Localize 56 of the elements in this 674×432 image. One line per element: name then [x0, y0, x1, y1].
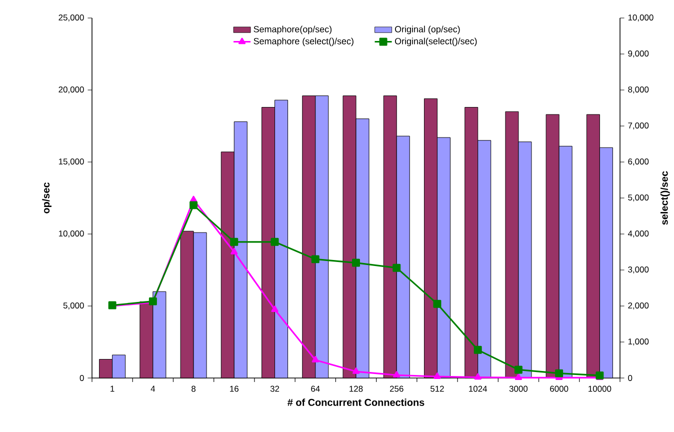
- y2-tick-label: 7,000: [628, 122, 649, 130]
- point: [271, 306, 278, 312]
- x-tick-label: 10000: [588, 386, 612, 392]
- x-tick-label: 8: [192, 386, 196, 392]
- x-tick-label: 6000: [550, 386, 568, 392]
- point: [596, 371, 604, 380]
- x-tick-label: 3000: [509, 386, 528, 392]
- point: [474, 346, 482, 354]
- point: [352, 258, 360, 267]
- y-tick-label: 20,000: [58, 86, 84, 94]
- y-tick-label: 10,000: [58, 230, 84, 238]
- x-tick-label: 4: [150, 386, 156, 392]
- point: [433, 300, 442, 308]
- y2-tick-label: 9,000: [628, 50, 649, 58]
- x-tick-label: 64: [311, 386, 320, 392]
- x-tick-label: 512: [430, 386, 444, 392]
- y-tick-label: 0: [80, 375, 84, 381]
- x-tick-label: 128: [350, 386, 363, 392]
- legend-label: Semaphore (select()/sec): [254, 38, 354, 46]
- point: [352, 368, 360, 374]
- y-tick-label: 25,000: [58, 14, 84, 22]
- point: [311, 255, 320, 264]
- y2-tick-label: 3,000: [628, 266, 649, 274]
- legend-label: Original (op/sec): [394, 26, 460, 34]
- y-axis-title: op/sec: [42, 182, 52, 214]
- y-tick-label: 15,000: [58, 158, 84, 166]
- y2-tick-label: 0: [628, 375, 632, 381]
- point: [312, 356, 319, 362]
- y2-tick-label: 10,000: [628, 14, 654, 22]
- x-tick-label: 32: [270, 386, 280, 392]
- y-tick-label: 5,000: [63, 302, 84, 310]
- point: [393, 371, 400, 378]
- point: [190, 201, 198, 210]
- x-axis-title: # of Concurrent Connections: [288, 398, 424, 406]
- point: [230, 238, 238, 246]
- y2-tick-label: 2,000: [628, 302, 649, 310]
- legend-label: Semaphore(op/sec): [254, 26, 332, 34]
- point: [434, 372, 441, 379]
- y2-tick-label: 8,000: [628, 86, 649, 94]
- point: [230, 248, 238, 254]
- point: [514, 374, 522, 380]
- x-tick-label: 256: [390, 386, 404, 392]
- legend-label: Original(select()/sec): [394, 38, 477, 46]
- x-tick-label: 16: [230, 386, 238, 392]
- point: [474, 373, 482, 380]
- x-tick-label: 1: [110, 386, 114, 392]
- y2-tick-label: 1,000: [628, 338, 649, 346]
- y2-axis-title: select()/sec: [660, 171, 670, 225]
- y2-tick-label: 4,000: [628, 230, 649, 238]
- point: [555, 369, 564, 378]
- x-tick-label: 1024: [469, 386, 488, 392]
- y2-tick-label: 6,000: [628, 158, 649, 166]
- point: [514, 366, 522, 374]
- point: [392, 264, 401, 272]
- point: [270, 238, 279, 246]
- y2-tick-label: 5,000: [628, 194, 649, 202]
